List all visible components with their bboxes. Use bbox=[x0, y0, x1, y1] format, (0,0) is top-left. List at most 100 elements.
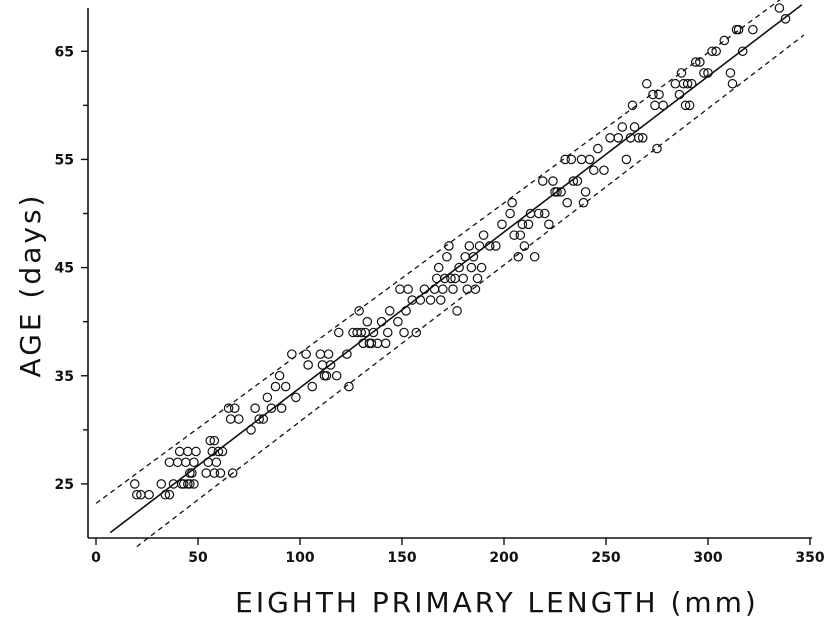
x-ticks: 0 50 100 150 200 250 300 350 bbox=[91, 538, 825, 566]
data-point bbox=[637, 132, 648, 143]
data-point bbox=[648, 89, 658, 100]
data-point bbox=[129, 479, 140, 489]
data-point bbox=[533, 208, 544, 219]
data-point bbox=[593, 143, 603, 154]
data-point bbox=[580, 187, 591, 197]
data-point bbox=[225, 414, 236, 424]
x-tick-label: 200 bbox=[489, 550, 518, 566]
data-point bbox=[529, 251, 540, 262]
data-point bbox=[725, 68, 736, 78]
data-point bbox=[576, 154, 587, 165]
data-point bbox=[266, 403, 277, 414]
data-point bbox=[276, 403, 287, 414]
data-point bbox=[317, 360, 328, 370]
data-point bbox=[578, 197, 589, 208]
data-point bbox=[515, 230, 526, 240]
data-point bbox=[452, 306, 462, 316]
lower-confidence-line bbox=[136, 34, 805, 548]
data-point bbox=[185, 468, 195, 478]
data-point bbox=[178, 479, 189, 489]
data-point bbox=[344, 381, 354, 392]
data-point bbox=[566, 154, 577, 165]
y-tick-label: 65 bbox=[55, 44, 74, 60]
data-point bbox=[650, 100, 660, 111]
data-point bbox=[468, 251, 479, 262]
upper-confidence-line bbox=[95, 0, 781, 504]
data-point bbox=[174, 446, 185, 457]
data-point bbox=[429, 284, 440, 295]
data-point bbox=[560, 154, 570, 165]
data-point bbox=[274, 370, 285, 381]
data-point bbox=[621, 154, 632, 165]
data-point bbox=[548, 176, 558, 186]
data-point bbox=[588, 165, 599, 176]
fit-lines bbox=[95, 0, 805, 548]
data-point bbox=[431, 273, 442, 284]
data-point bbox=[203, 457, 213, 468]
data-point bbox=[517, 219, 528, 230]
data-point bbox=[362, 316, 373, 327]
data-point bbox=[395, 284, 405, 295]
data-point bbox=[599, 165, 609, 176]
data-point bbox=[470, 284, 481, 295]
data-point bbox=[419, 284, 430, 295]
data-point bbox=[737, 46, 748, 57]
data-point bbox=[519, 241, 530, 251]
data-point bbox=[376, 316, 387, 327]
data-point bbox=[213, 446, 224, 457]
data-point bbox=[719, 35, 730, 46]
data-point bbox=[568, 176, 579, 186]
data-point bbox=[437, 284, 448, 295]
data-point bbox=[366, 338, 377, 349]
data-point bbox=[552, 187, 562, 197]
data-point bbox=[246, 425, 256, 435]
y-tick-label: 45 bbox=[55, 261, 74, 277]
x-axis-title: EIGHTH PRIMARY LENGTH (mm) bbox=[235, 586, 759, 619]
data-point bbox=[658, 100, 668, 111]
data-point bbox=[209, 468, 220, 478]
data-point bbox=[144, 489, 154, 500]
data-point bbox=[172, 457, 183, 468]
data-point bbox=[466, 262, 477, 273]
data-point bbox=[727, 78, 738, 89]
data-point bbox=[270, 381, 281, 392]
data-point bbox=[435, 295, 446, 305]
data-point bbox=[227, 468, 238, 478]
data-point bbox=[539, 208, 550, 219]
data-point bbox=[415, 295, 426, 305]
data-points bbox=[129, 3, 791, 500]
data-point bbox=[733, 24, 744, 35]
data-point bbox=[307, 381, 318, 392]
data-point bbox=[382, 327, 393, 338]
x-tick-label: 0 bbox=[91, 550, 101, 566]
data-point bbox=[690, 57, 701, 67]
data-point bbox=[442, 251, 452, 262]
y-tick-label: 35 bbox=[55, 369, 74, 385]
data-point bbox=[399, 327, 409, 338]
x-tick-label: 100 bbox=[285, 550, 314, 566]
data-point bbox=[254, 414, 265, 424]
data-point bbox=[474, 241, 485, 251]
data-point bbox=[707, 46, 717, 57]
data-point bbox=[250, 403, 260, 414]
data-point bbox=[323, 349, 334, 359]
x-tick-label: 50 bbox=[188, 550, 208, 566]
data-point bbox=[301, 349, 311, 359]
data-point bbox=[513, 251, 524, 262]
data-point bbox=[185, 479, 195, 489]
data-point bbox=[674, 89, 685, 100]
data-point bbox=[207, 446, 218, 457]
data-point bbox=[629, 122, 640, 132]
data-point bbox=[164, 457, 175, 468]
y-tick-label: 55 bbox=[55, 152, 74, 168]
data-point bbox=[262, 392, 273, 403]
data-point bbox=[654, 89, 664, 100]
data-point bbox=[686, 78, 697, 89]
data-point bbox=[191, 446, 201, 457]
data-point bbox=[680, 100, 691, 111]
data-point bbox=[652, 143, 662, 154]
data-point bbox=[605, 132, 615, 143]
data-point bbox=[774, 3, 785, 13]
data-point bbox=[491, 241, 501, 251]
